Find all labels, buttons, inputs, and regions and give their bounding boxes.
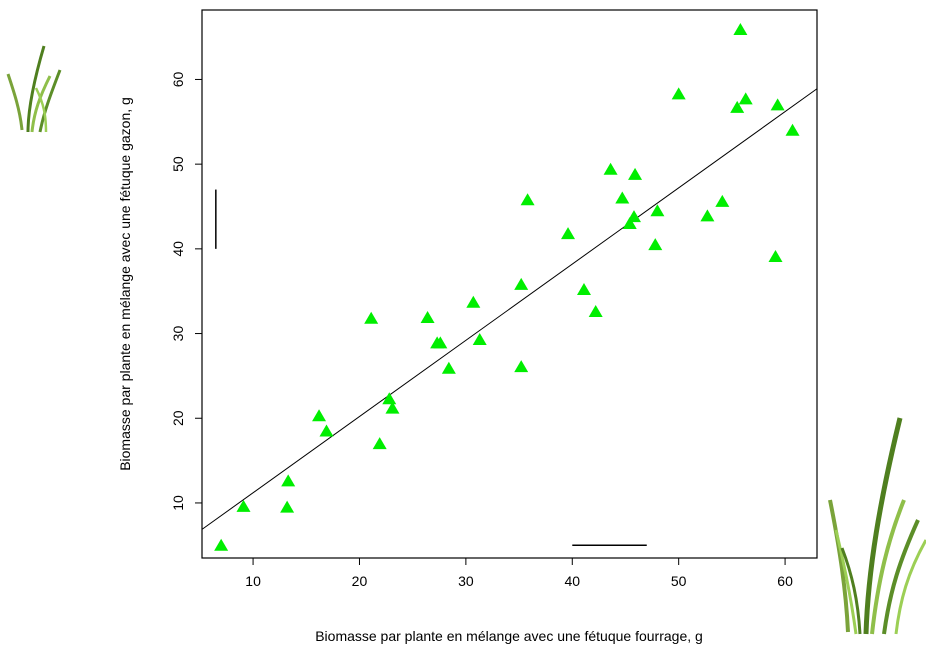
data-point [214,538,229,551]
data-point [730,100,745,113]
data-point [561,227,576,240]
data-point [280,500,295,513]
grass-tuft-small-icon [6,45,62,133]
x-tick-label: 20 [352,573,368,589]
y-tick-label: 40 [170,241,186,257]
data-point [770,98,785,111]
data-point [738,92,753,105]
y-tick-label: 30 [170,326,186,342]
data-point [576,283,591,296]
data-point [626,210,641,223]
data-point [648,238,663,251]
data-point [441,361,456,374]
data-point [768,249,783,262]
data-point [236,499,251,512]
plot-frame [201,9,818,559]
regression-line [201,88,818,530]
data-point [628,167,643,180]
x-tick-label: 40 [564,573,580,589]
x-tick-label: 50 [671,573,687,589]
data-point [715,194,730,207]
data-point [385,401,400,414]
data-point [622,216,637,229]
data-point [785,123,800,136]
data-point [700,209,715,222]
x-tick-label: 30 [458,573,474,589]
data-point [733,22,748,35]
data-point [520,193,535,206]
y-tick-label: 10 [170,495,186,511]
x-tick-label: 10 [245,573,261,589]
data-point [319,424,334,437]
data-point [615,191,630,204]
data-point [650,204,665,217]
data-point [588,305,603,318]
data-point [312,409,327,422]
data-point [433,336,448,349]
y-tick-label: 20 [170,410,186,426]
axis-ticks: 10 20 30 40 50 60 10 20 30 40 50 60 [170,71,793,589]
y-tick-label: 60 [170,71,186,87]
data-point [472,332,487,345]
plot-marks [201,22,818,551]
x-axis-title: Biomasse par plante en mélange avec une … [315,628,703,644]
data-point [466,295,481,308]
y-axis-title: Biomasse par plante en mélange avec une … [117,97,133,471]
data-point [514,277,529,290]
data-point [671,87,686,100]
data-point [514,360,529,373]
x-tick-label: 60 [777,573,793,589]
data-point [364,311,379,324]
grass-tuft-large-icon [828,417,926,635]
data-point [603,162,618,175]
data-point [281,474,296,487]
y-tick-label: 50 [170,156,186,172]
data-point [420,310,435,323]
data-point [382,392,397,405]
data-point [372,437,387,450]
